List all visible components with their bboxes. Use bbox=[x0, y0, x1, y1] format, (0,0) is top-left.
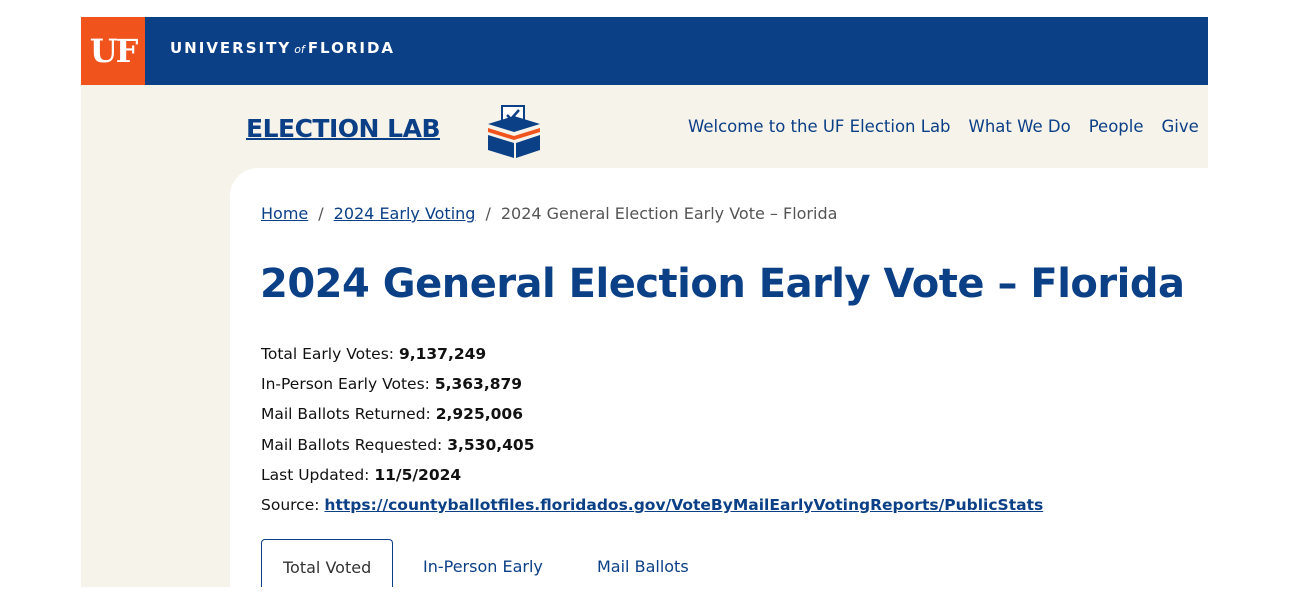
word: FLORIDA bbox=[307, 39, 396, 57]
stat-row: Mail Ballots Returned: 2,925,006 bbox=[261, 403, 1043, 433]
tab[interactable]: Mail Ballots bbox=[597, 557, 689, 576]
stat-row: Mail Ballots Requested: 3,530,405 bbox=[261, 434, 1043, 464]
browser-view: UF UNIVERSITY of FLORIDA ELECTION LAB Welc… bbox=[81, 17, 1208, 587]
word: UNIVERSITY bbox=[170, 39, 292, 57]
stat-label: Mail Ballots Requested: bbox=[261, 435, 443, 454]
nav-link[interactable]: Welcome to the UF Election Lab bbox=[688, 117, 951, 136]
stat-value: 9,137,249 bbox=[398, 345, 487, 363]
nav: Welcome to the UF Election Lab What We Do… bbox=[688, 117, 1208, 136]
nav-link[interactable]: What We Do bbox=[968, 117, 1071, 136]
stat-value: 5,363,879 bbox=[434, 375, 523, 394]
stat-value: 11/5/2024 bbox=[374, 465, 462, 484]
breadcrumb: Home / 2024 Early Voting / 2024 General Elec… bbox=[261, 204, 837, 223]
separator: / bbox=[485, 204, 491, 223]
nav-link[interactable]: Give bbox=[1161, 117, 1199, 136]
stat-value: 3,530,405 bbox=[447, 435, 535, 454]
tab[interactable]: In-Person Early bbox=[423, 557, 543, 576]
stat-row: Total Early Votes: 9,137,249 bbox=[261, 343, 1043, 373]
stat-value: 2,925,006 bbox=[435, 405, 523, 424]
university-name[interactable]: UNIVERSITY of FLORIDA bbox=[170, 39, 395, 57]
ballot-box-icon bbox=[488, 105, 540, 158]
nav-link[interactable]: People bbox=[1088, 117, 1144, 136]
stat-label: In-Person Early Votes: bbox=[261, 375, 430, 394]
top-bar: UF UNIVERSITY of FLORIDA bbox=[81, 17, 1208, 85]
source-link[interactable]: https://countyballotfiles.floridados.gov… bbox=[324, 495, 1044, 514]
page-title: 2024 General Election Early Vote – Flori… bbox=[260, 261, 1185, 307]
stat-label: Mail Ballots Returned: bbox=[261, 405, 431, 424]
breadcrumb-current: 2024 General Election Early Vote – Flori… bbox=[500, 204, 838, 223]
stat-label: Last Updated: bbox=[261, 465, 370, 484]
uf-logo[interactable]: UF bbox=[81, 17, 145, 85]
tab[interactable]: Total Voted bbox=[261, 539, 394, 587]
breadcrumb-link[interactable]: Home bbox=[261, 204, 309, 223]
content-panel bbox=[230, 168, 1208, 587]
stats: Total Early Votes: 9,137,249 In-Person Ea… bbox=[261, 343, 1043, 524]
site-name[interactable]: ELECTION LAB bbox=[246, 114, 441, 143]
breadcrumb-link[interactable]: 2024 Early Voting bbox=[333, 204, 476, 223]
stat-row: In-Person Early Votes: 5,363,879 bbox=[261, 373, 1043, 403]
stat-label: Total Early Votes: bbox=[261, 345, 394, 363]
separator: / bbox=[318, 204, 324, 223]
word: of bbox=[294, 43, 305, 56]
stat-row: Last Updated: 11/5/2024 bbox=[261, 464, 1043, 494]
source-label: Source: bbox=[261, 495, 320, 514]
source-row: Source: https://countyballotfiles.florid… bbox=[261, 494, 1043, 524]
